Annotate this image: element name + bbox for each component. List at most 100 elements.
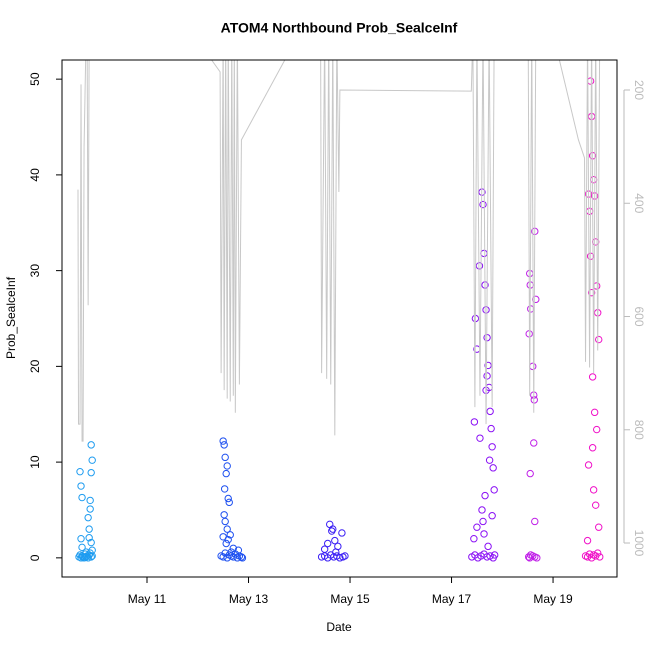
point	[587, 288, 596, 297]
point	[87, 441, 95, 449]
point	[331, 536, 339, 545]
point	[85, 534, 93, 542]
point	[238, 554, 247, 562]
point	[584, 461, 593, 469]
point	[78, 493, 86, 502]
x-tick-label: May 17	[432, 592, 472, 606]
point	[490, 551, 499, 559]
point	[490, 486, 498, 494]
point	[76, 467, 84, 476]
point	[223, 525, 231, 533]
point	[323, 539, 332, 548]
point	[487, 424, 495, 433]
point	[526, 469, 534, 478]
point	[488, 443, 496, 451]
y-tick-label: 40	[28, 168, 42, 182]
point	[234, 546, 243, 554]
point	[588, 373, 597, 381]
point	[332, 548, 340, 556]
point	[223, 462, 231, 470]
y-tick-label: 0	[28, 554, 42, 561]
chart-title: ATOM4 Northbound Prob_SealceInf	[221, 20, 458, 36]
point	[224, 535, 232, 544]
point	[485, 456, 494, 464]
point	[594, 549, 602, 557]
point	[590, 408, 599, 417]
y2-tick-label: 600	[632, 307, 646, 327]
point	[224, 494, 232, 503]
point	[596, 553, 604, 561]
point	[237, 553, 246, 561]
point	[480, 530, 488, 538]
point	[475, 262, 484, 270]
plot-area	[75, 60, 604, 562]
point	[219, 437, 227, 445]
point	[484, 542, 492, 551]
point	[222, 539, 230, 548]
point	[88, 456, 96, 464]
x-tick-label: May 15	[330, 592, 370, 606]
point	[589, 486, 598, 494]
point	[226, 531, 234, 539]
point	[86, 505, 94, 513]
point	[532, 295, 540, 304]
point	[483, 372, 491, 380]
point	[486, 407, 494, 416]
point	[221, 453, 229, 462]
point	[77, 535, 85, 543]
point	[338, 529, 346, 537]
point	[220, 441, 228, 449]
point	[533, 554, 541, 562]
point	[229, 544, 237, 552]
point	[489, 464, 497, 472]
x-tick-label: May 19	[533, 592, 573, 606]
y2-tick-label: 800	[632, 420, 646, 440]
point	[220, 485, 229, 493]
y-tick-label: 30	[28, 264, 42, 278]
point	[87, 468, 95, 477]
point	[595, 335, 603, 344]
x-tick-label: May 13	[229, 592, 269, 606]
point	[488, 512, 496, 520]
point	[222, 469, 230, 478]
point	[77, 482, 85, 490]
point	[476, 434, 484, 442]
y2-tick-label: 200	[632, 80, 646, 100]
point	[233, 554, 242, 562]
point	[583, 536, 592, 545]
point	[484, 361, 492, 370]
point	[592, 425, 601, 434]
x-tick-label: May 11	[128, 592, 167, 606]
point	[225, 498, 233, 507]
point	[85, 525, 93, 533]
point	[595, 523, 603, 531]
point	[482, 306, 490, 314]
y-tick-label: 50	[28, 72, 42, 86]
point	[470, 535, 478, 543]
point	[470, 418, 479, 426]
point	[478, 506, 486, 514]
x-axis-label: Date	[326, 620, 352, 634]
point	[78, 543, 86, 552]
point	[591, 501, 600, 509]
point	[479, 517, 487, 526]
point	[87, 538, 95, 547]
point	[88, 552, 96, 560]
point	[336, 554, 344, 562]
point	[329, 525, 337, 533]
point	[221, 517, 229, 526]
point	[530, 439, 538, 447]
y2-tick-label: 1000	[632, 530, 646, 557]
point	[588, 444, 597, 452]
point	[341, 552, 349, 560]
point	[320, 545, 329, 553]
y-tick-label: 10	[28, 455, 42, 469]
point	[481, 491, 489, 500]
point	[86, 496, 94, 505]
y2-tick-label: 400	[632, 193, 646, 213]
point	[531, 517, 539, 526]
y-tick-label: 20	[28, 359, 42, 373]
point	[473, 523, 481, 531]
point	[227, 548, 235, 556]
